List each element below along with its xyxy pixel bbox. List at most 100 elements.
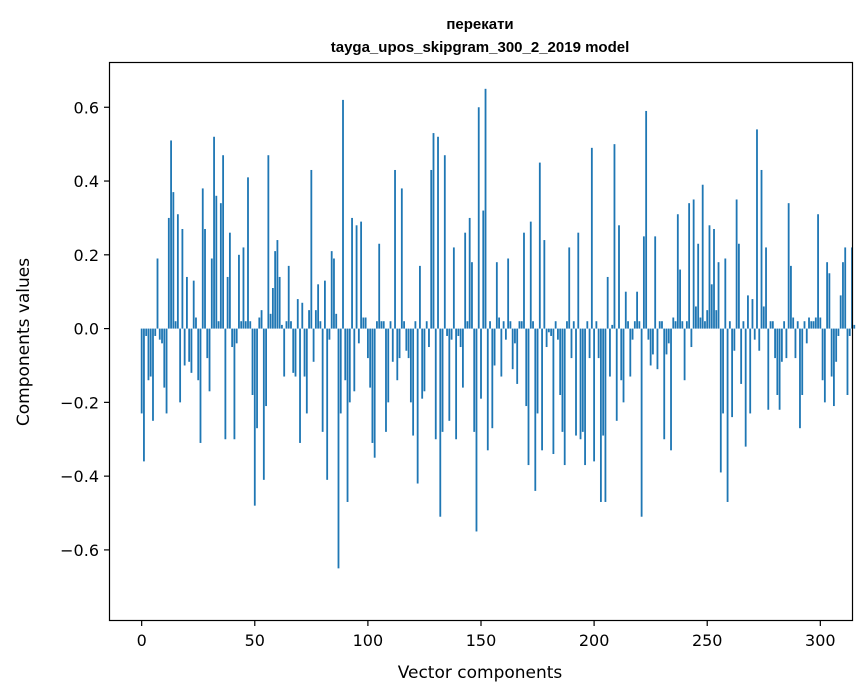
- bar-component-235: [672, 317, 675, 329]
- bar-component-135: [446, 328, 448, 336]
- bar-component-310: [842, 262, 844, 329]
- bar-component-181: [550, 328, 553, 336]
- bar-component-84: [330, 251, 333, 329]
- bar-component-165: [514, 328, 516, 344]
- bar-component-305: [830, 328, 833, 377]
- bar-component-53: [260, 310, 263, 329]
- bar-component-216: [629, 328, 632, 377]
- bar-component-209: [613, 144, 616, 329]
- bar-component-236: [674, 321, 677, 329]
- bar-component-82: [326, 328, 329, 480]
- bar-component-296: [810, 321, 813, 329]
- bar-component-122: [416, 328, 419, 484]
- bar-component-229: [658, 321, 661, 329]
- bar-component-272: [756, 129, 758, 329]
- bar-component-64: [285, 321, 288, 329]
- bar-component-123: [419, 265, 421, 329]
- bar-component-127: [428, 328, 430, 348]
- bar-component-89: [342, 99, 344, 329]
- bar-component-145: [468, 217, 471, 329]
- bar-component-218: [633, 321, 636, 329]
- bar-component-233: [667, 328, 670, 344]
- bar-component-101: [369, 328, 372, 388]
- bar-component-167: [518, 321, 521, 329]
- bar-component-125: [423, 328, 426, 392]
- bar-component-22: [190, 328, 193, 373]
- bar-component-223: [645, 110, 648, 329]
- bar-component-214: [624, 291, 627, 329]
- bar-component-153: [486, 328, 489, 451]
- bar-component-107: [382, 321, 385, 329]
- bar-component-246: [697, 243, 700, 329]
- bar-component-292: [801, 328, 804, 395]
- bar-component-238: [679, 269, 681, 329]
- x-tick-label: 100: [353, 631, 384, 650]
- bar-component-161: [504, 328, 507, 340]
- bar-component-164: [511, 328, 514, 370]
- bar-component-226: [652, 328, 654, 355]
- bar-component-210: [615, 328, 618, 421]
- bar-component-2: [145, 328, 148, 336]
- bar-component-186: [561, 328, 564, 432]
- bar-component-74: [308, 310, 310, 329]
- bar-component-142: [462, 328, 464, 388]
- bar-component-114: [398, 328, 401, 359]
- bar-component-5: [152, 328, 154, 421]
- bar-component-177: [541, 328, 543, 451]
- bar-component-31: [210, 258, 213, 329]
- bar-component-255: [717, 262, 720, 329]
- bar-component-242: [688, 203, 691, 329]
- bar-component-239: [681, 321, 684, 329]
- bar-component-57: [269, 313, 272, 329]
- bar-component-109: [387, 328, 390, 403]
- bar-component-231: [663, 328, 666, 440]
- bar-component-169: [523, 232, 525, 329]
- bar-component-158: [498, 317, 500, 329]
- x-tick-label: 50: [245, 631, 265, 650]
- bar-component-50: [253, 328, 256, 506]
- bar-component-19: [183, 328, 186, 366]
- bar-component-213: [622, 328, 625, 403]
- bar-component-187: [563, 328, 566, 466]
- bar-component-190: [570, 328, 573, 359]
- bar-component-282: [778, 328, 781, 410]
- bar-component-171: [527, 328, 530, 466]
- bar-component-81: [324, 280, 326, 329]
- bar-component-39: [228, 232, 231, 329]
- bar-component-141: [459, 328, 462, 348]
- bar-component-204: [602, 328, 605, 436]
- bar-component-219: [636, 291, 638, 329]
- bar-component-51: [256, 328, 258, 429]
- bar-component-189: [568, 247, 571, 329]
- chart-subtitle: tayga_upos_skipgram_300_2_2019 model: [331, 39, 630, 56]
- bar-component-172: [529, 221, 532, 329]
- bar-component-198: [588, 328, 591, 359]
- bar-component-66: [290, 321, 292, 329]
- bar-component-146: [471, 262, 473, 329]
- bar-component-230: [661, 321, 663, 329]
- bar-component-93: [351, 217, 353, 329]
- bar-component-251: [708, 225, 711, 329]
- bar-component-290: [796, 321, 799, 329]
- bar-component-175: [536, 328, 539, 414]
- bar-component-16: [176, 214, 179, 329]
- bar-component-28: [204, 228, 206, 329]
- bar-component-262: [733, 328, 736, 351]
- x-tick-label: 0: [137, 631, 147, 650]
- bar-component-132: [439, 328, 442, 517]
- bar-component-281: [776, 328, 779, 395]
- bar-component-197: [586, 321, 589, 329]
- bar-component-201: [595, 321, 598, 329]
- bar-component-284: [783, 321, 786, 329]
- bar-component-112: [394, 169, 396, 329]
- bar-component-17: [179, 328, 182, 403]
- bar-component-78: [317, 284, 320, 329]
- bar-component-179: [545, 328, 548, 348]
- bar-component-20: [186, 276, 188, 329]
- bar-component-52: [258, 317, 261, 329]
- bar-component-118: [407, 328, 410, 359]
- bar-component-108: [385, 328, 387, 432]
- bar-component-45: [242, 247, 245, 329]
- bar-component-24: [195, 317, 197, 329]
